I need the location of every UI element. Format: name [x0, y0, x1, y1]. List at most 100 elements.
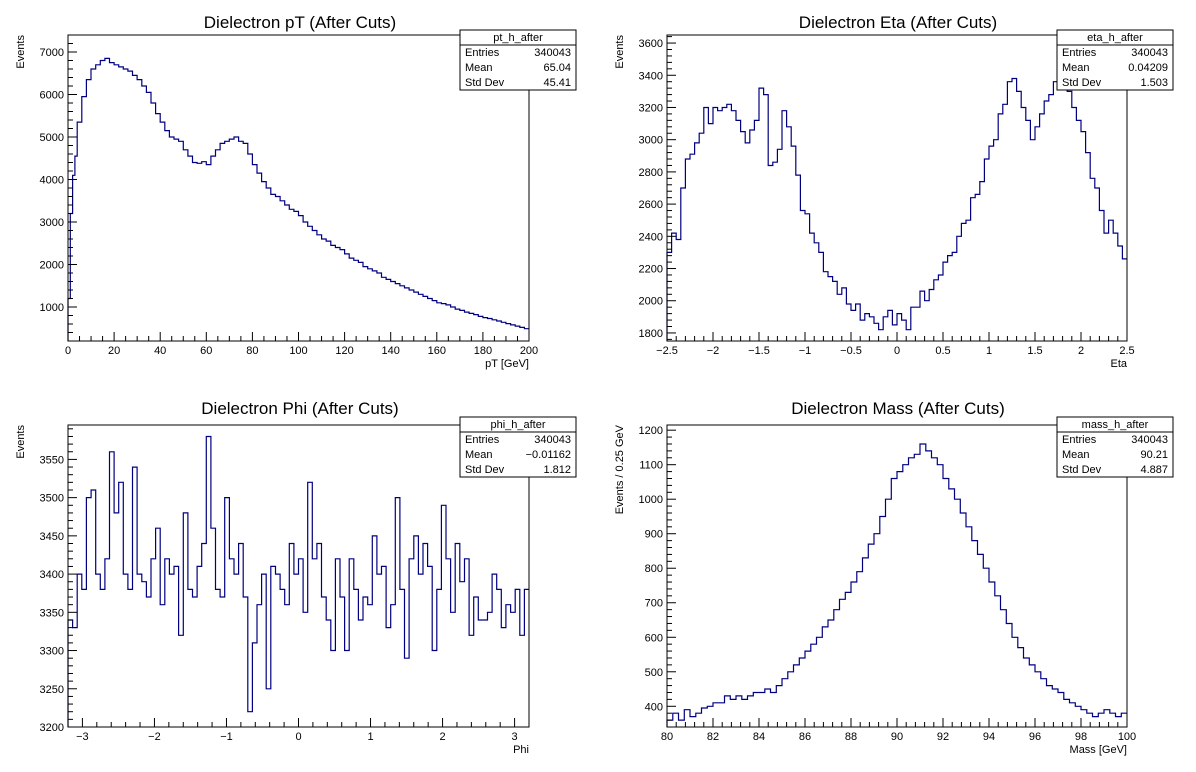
x-tick-label: 0: [65, 345, 71, 357]
stats-value: 65.04: [543, 62, 571, 74]
y-tick-label: 3250: [40, 684, 64, 696]
x-tick-label: −2: [148, 731, 161, 743]
stats-value: 1.503: [1140, 77, 1168, 89]
stats-value: 340043: [1131, 434, 1168, 446]
x-tick-label: −1: [799, 345, 812, 357]
stats-box-frame: [1056, 29, 1174, 91]
chart-title: Dielectron Mass (After Cuts): [791, 399, 1005, 418]
x-tick-label: 84: [753, 731, 765, 743]
x-tick-label: 100: [1118, 731, 1136, 743]
x-tick-label: 82: [707, 731, 719, 743]
stats-title: phi_h_after: [490, 419, 545, 431]
stats-key: Mean: [1062, 449, 1090, 461]
stats-key: Mean: [465, 62, 493, 74]
x-tick-label: 94: [983, 731, 995, 743]
y-tick-label: 3400: [40, 569, 64, 581]
y-tick-label: 2600: [639, 199, 663, 211]
y-axis-label: Events / 0.25 GeV: [614, 424, 626, 514]
x-tick-label: 200: [520, 345, 538, 357]
stats-key: Entries: [465, 47, 500, 59]
y-tick-label: 4000: [40, 175, 64, 187]
stats-box-frame: [1056, 416, 1174, 478]
y-tick-label: 3450: [40, 531, 64, 543]
x-tick-label: 0.5: [935, 345, 950, 357]
stats-key: Entries: [1062, 434, 1097, 446]
histogram-line: [67, 57, 529, 341]
x-tick-label: 88: [845, 731, 857, 743]
y-tick-label: 500: [645, 667, 663, 679]
stats-value: 0.04209: [1128, 62, 1168, 74]
y-tick-label: 2400: [639, 231, 663, 243]
x-tick-label: 60: [200, 345, 212, 357]
y-tick-label: 2800: [639, 167, 663, 179]
x-tick-label: −2.5: [656, 345, 678, 357]
stats-value: 340043: [534, 434, 571, 446]
x-axis-label: Eta: [1110, 358, 1127, 370]
x-tick-label: 0: [295, 731, 301, 743]
x-tick-label: 3: [512, 731, 518, 743]
x-tick-label: 90: [891, 731, 903, 743]
x-tick-label: 80: [246, 345, 258, 357]
stats-value: −0.01162: [526, 449, 571, 461]
stats-box-frame: [459, 416, 577, 478]
x-tick-label: −2: [707, 345, 720, 357]
x-tick-label: −1.5: [748, 345, 770, 357]
x-tick-label: 140: [382, 345, 400, 357]
histogram-line: [67, 435, 529, 727]
stats-key: Mean: [465, 449, 493, 461]
x-tick-label: 180: [474, 345, 492, 357]
x-tick-label: 2.5: [1119, 345, 1134, 357]
stats-box: pt_h_after Entries 340043 Mean 65.04 Std Dev 4…: [459, 29, 577, 91]
x-tick-label: −1: [220, 731, 233, 743]
y-tick-label: 5000: [40, 132, 64, 144]
x-axis-label: pT [GeV]: [485, 358, 529, 370]
y-tick-label: 1800: [639, 328, 663, 340]
y-axis-label: Events: [15, 35, 27, 69]
x-tick-label: 120: [335, 345, 353, 357]
stats-value: 340043: [534, 47, 571, 59]
stats-key: Std Dev: [1062, 464, 1102, 476]
stats-title: eta_h_after: [1087, 32, 1143, 44]
y-tick-label: 1000: [40, 302, 64, 314]
chart-title: Dielectron Phi (After Cuts): [201, 399, 398, 418]
y-tick-label: 2000: [639, 296, 663, 308]
y-tick-label: 3300: [40, 646, 64, 658]
y-tick-label: 1100: [639, 460, 663, 472]
stats-value: 45.41: [543, 77, 571, 89]
y-tick-label: 3400: [639, 70, 663, 82]
stats-title: pt_h_after: [493, 32, 543, 44]
x-axis-label: Phi: [513, 744, 529, 756]
y-tick-label: 700: [645, 598, 663, 610]
y-tick-label: 3500: [40, 493, 64, 505]
x-tick-label: 160: [428, 345, 446, 357]
stats-key: Mean: [1062, 62, 1090, 74]
y-axis-label: Events: [614, 35, 626, 69]
y-tick-label: 2000: [40, 260, 64, 272]
y-axis-label: Events: [15, 425, 27, 459]
y-tick-label: 3550: [40, 454, 64, 466]
histogram-panel-4: Dielectron Mass (After Cuts) 80 82 84 86 88 90…: [614, 399, 1174, 756]
x-tick-label: 2: [440, 731, 446, 743]
stats-key: Std Dev: [465, 77, 505, 89]
x-tick-label: −3: [76, 731, 89, 743]
y-tick-label: 800: [645, 563, 663, 575]
stats-value: 1.812: [543, 464, 571, 476]
y-tick-label: 1000: [639, 494, 663, 506]
stats-value: 4.887: [1140, 464, 1168, 476]
histogram-panel-3: Dielectron Phi (After Cuts) −3 −2 −1 0 1 2 3 320…: [15, 399, 577, 756]
x-tick-label: 2: [1078, 345, 1084, 357]
x-axis-label: Mass [GeV]: [1070, 744, 1127, 756]
histogram-panel-1: Dielectron pT (After Cuts) 0 20 40 60 80 100 12…: [15, 13, 577, 370]
x-tick-label: −0.5: [840, 345, 862, 357]
x-tick-label: 1.5: [1027, 345, 1042, 357]
chart-title: Dielectron pT (After Cuts): [204, 13, 396, 32]
y-tick-label: 900: [645, 529, 663, 541]
x-tick-label: 98: [1075, 731, 1087, 743]
y-tick-label: 7000: [40, 47, 64, 59]
y-tick-label: 600: [645, 632, 663, 644]
x-tick-label: 96: [1029, 731, 1041, 743]
y-tick-label: 6000: [40, 90, 64, 102]
histogram-line: [666, 443, 1127, 727]
y-tick-label: 1200: [639, 425, 663, 437]
